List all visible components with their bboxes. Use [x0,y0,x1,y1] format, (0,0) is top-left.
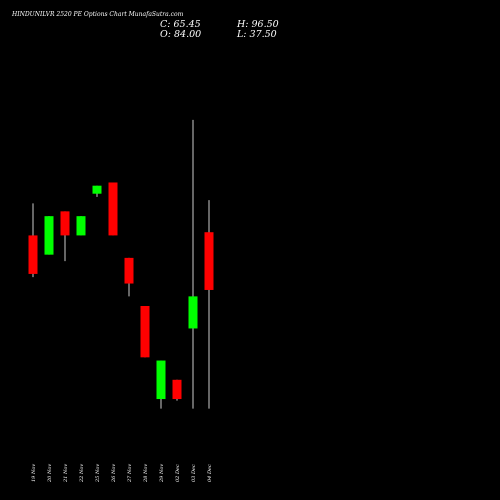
x-tick-label: 02 Dec [175,464,181,482]
candle [76,216,86,236]
x-tick-label: 04 Dec [207,464,213,482]
candle-body [92,185,102,194]
x-tick-label: 21 Nov [63,464,69,483]
candle [172,379,182,401]
candle-body [124,257,134,284]
x-tick-label: 26 Nov [111,464,117,483]
candle [60,211,70,262]
candle [204,200,214,409]
candle-body [28,235,38,274]
candle [92,185,102,197]
candle-body [60,211,70,236]
chart-title: HINDUNILVR 2520 PE Options Chart MunafaS… [11,11,184,18]
candle-body [156,360,166,400]
low-value: L: 37.50 [236,29,277,40]
candle [140,306,150,358]
candle [188,119,198,409]
x-tick-label: 03 Dec [191,464,197,482]
candle-body [188,296,198,329]
candle-body [172,379,182,400]
candle [28,203,38,278]
x-tick-label: 19 Nov [31,464,37,482]
candle-body [204,232,214,290]
open-value: O: 84.00 [160,29,201,40]
x-tick-label: 28 Nov [143,464,149,483]
x-tick-label: 25 Nov [95,464,101,483]
candle-body [140,306,150,358]
candles [28,119,214,409]
x-axis-ticks: 19 Nov 20 Nov 21 Nov 22 Nov 25 Nov 26 Nov 27 N… [31,464,213,483]
candle [108,182,118,236]
x-tick-label: 20 Nov [47,464,53,483]
close-value: C: 65.45 [160,19,201,30]
candle [156,360,166,409]
candle [124,257,134,297]
x-tick-label: 27 Nov [127,464,133,483]
candle-body [108,182,118,236]
candle-body [44,216,54,255]
candle-body [76,216,86,236]
x-tick-label: 29 Nov [159,464,165,483]
x-tick-label: 22 Nov [79,464,85,483]
high-value: H: 96.50 [236,19,279,30]
candle [44,216,54,255]
